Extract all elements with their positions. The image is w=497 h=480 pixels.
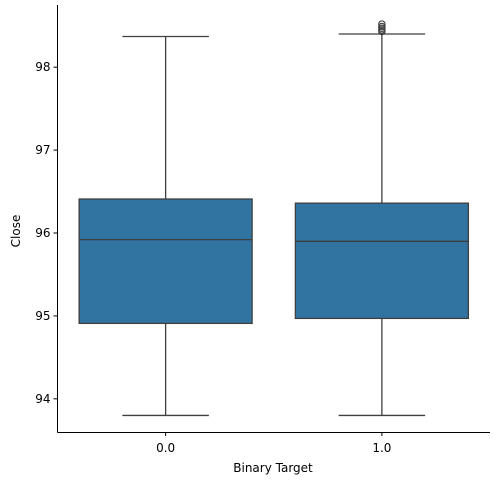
box-iqr (294, 202, 470, 320)
outlier-point (378, 20, 386, 28)
x-tick-label: 0.0 (156, 441, 175, 455)
box-1.0 (294, 20, 470, 417)
y-tick-label: 98 (35, 60, 50, 74)
y-tick-label: 97 (35, 143, 50, 157)
y-tick-label: 96 (35, 226, 50, 240)
y-tick-label: 94 (35, 392, 50, 406)
x-axis: 0.0 1.0 (57, 432, 490, 455)
x-tick-label: 1.0 (372, 441, 391, 455)
x-axis-label: Binary Target (233, 461, 313, 475)
y-axis: 94 95 96 97 98 (35, 5, 58, 433)
box-0.0 (78, 35, 253, 417)
box-iqr (78, 198, 253, 325)
y-axis-label: Close (9, 215, 23, 248)
box-series (78, 20, 470, 417)
outlier-point (378, 22, 386, 31)
y-tick-label: 95 (35, 309, 50, 323)
